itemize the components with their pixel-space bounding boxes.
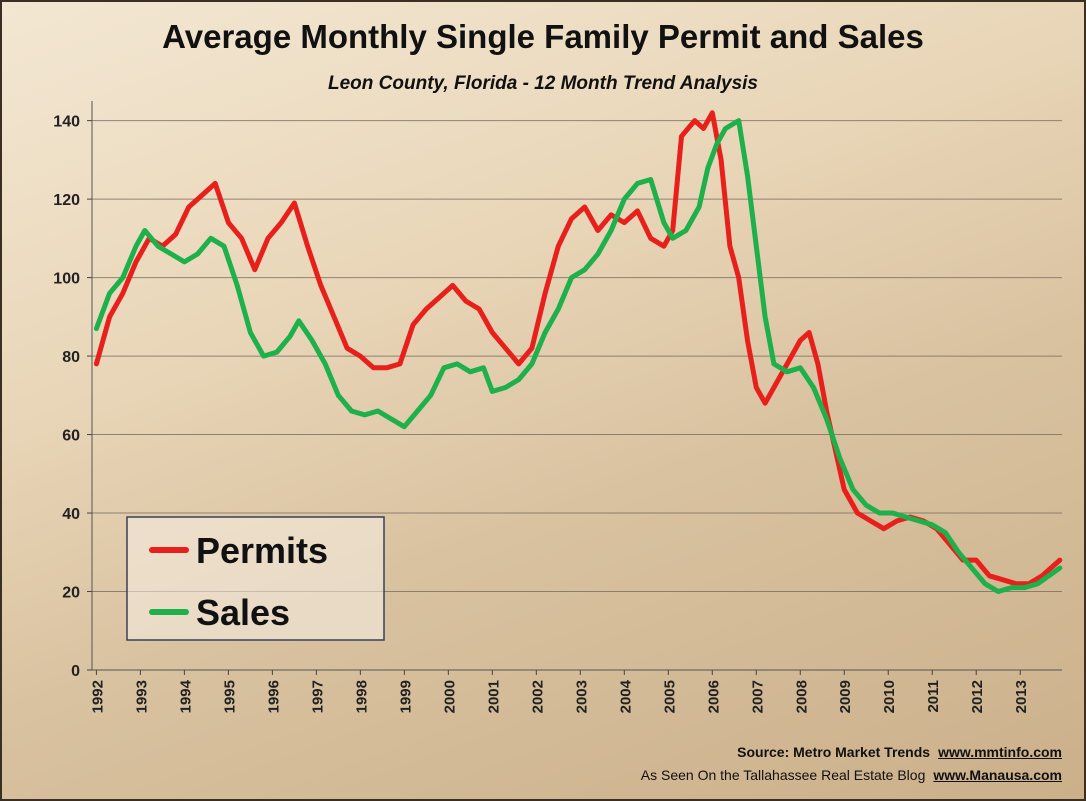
y-tick-label: 0 xyxy=(71,663,80,680)
x-tick-label: 1999 xyxy=(397,680,414,713)
x-tick-label: 1994 xyxy=(177,679,194,713)
x-tick-label: 1998 xyxy=(353,680,370,713)
page: Average Monthly Single Family Permit and… xyxy=(0,0,1086,801)
x-tick-label: 2003 xyxy=(573,680,590,713)
x-tick-label: 2008 xyxy=(793,680,810,713)
x-tick-label: 2012 xyxy=(969,680,986,713)
x-tick-label: 1992 xyxy=(89,680,106,713)
legend-label: Permits xyxy=(196,530,328,571)
y-tick-label: 20 xyxy=(62,585,80,602)
source-note: Source: Metro Market Trends www.mmtinfo.… xyxy=(737,744,1062,760)
source-text: Source: Metro Market Trends xyxy=(737,744,930,760)
x-tick-label: 1996 xyxy=(265,680,282,713)
x-tick-label: 2013 xyxy=(1013,680,1030,713)
chart-subtitle: Leon County, Florida - 12 Month Trend An… xyxy=(328,73,758,94)
y-tick-label: 140 xyxy=(53,114,80,131)
credit-url: www.Manausa.com xyxy=(933,767,1062,783)
x-tick-label: 1993 xyxy=(133,680,150,713)
chart: Average Monthly Single Family Permit and… xyxy=(0,0,1086,801)
legend-label: Sales xyxy=(196,592,290,633)
x-tick-label: 2006 xyxy=(705,680,722,713)
x-tick-label: 2004 xyxy=(617,679,634,713)
x-tick-label: 2005 xyxy=(661,680,678,713)
x-tick-label: 2000 xyxy=(441,680,458,713)
source-url: www.mmtinfo.com xyxy=(938,744,1062,760)
y-tick-label: 60 xyxy=(62,428,80,445)
credit-note: As Seen On the Tallahassee Real Estate B… xyxy=(641,767,1062,783)
y-tick-label: 80 xyxy=(62,349,80,366)
x-tick-label: 2002 xyxy=(529,680,546,713)
y-tick-label: 40 xyxy=(62,506,80,523)
x-tick-label: 1997 xyxy=(309,680,326,713)
x-tick-label: 2011 xyxy=(925,680,942,713)
credit-text: As Seen On the Tallahassee Real Estate B… xyxy=(641,767,926,783)
y-tick-label: 120 xyxy=(53,192,80,209)
y-tick-label: 100 xyxy=(53,271,80,288)
x-tick-label: 2007 xyxy=(749,680,766,713)
x-tick-label: 2001 xyxy=(485,680,502,713)
x-tick-label: 2010 xyxy=(881,680,898,713)
chart-title: Average Monthly Single Family Permit and… xyxy=(162,18,924,55)
x-tick-label: 2009 xyxy=(837,680,854,713)
x-tick-label: 1995 xyxy=(221,680,238,713)
